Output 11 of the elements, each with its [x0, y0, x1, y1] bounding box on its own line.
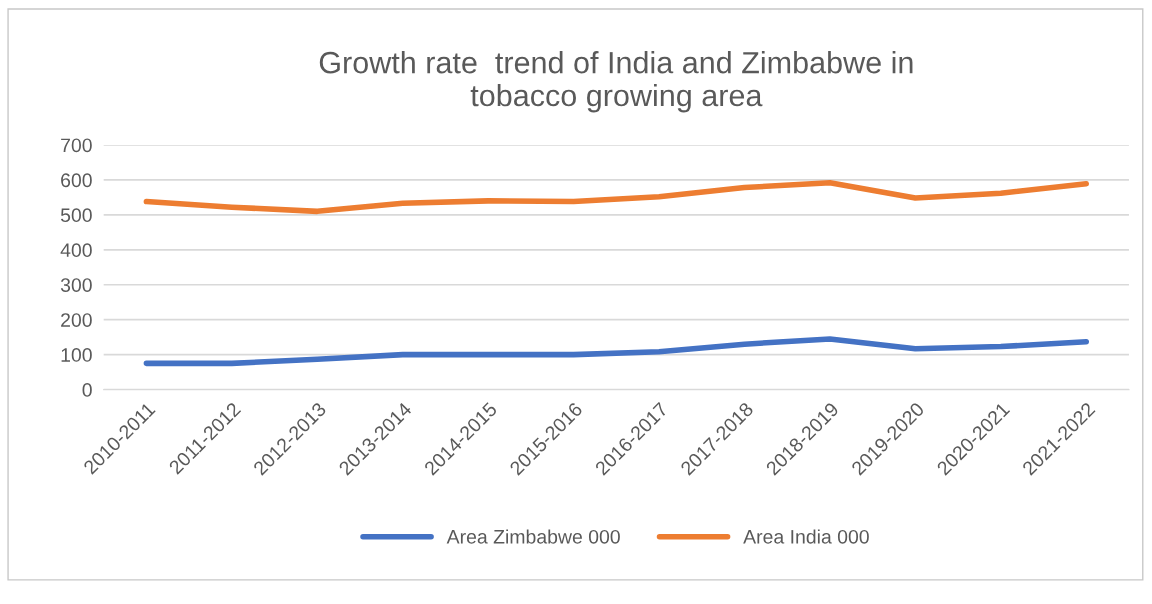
y-tick-label: 700	[61, 138, 92, 153]
y-tick-label: 400	[60, 243, 92, 258]
y-tick-label: 100	[61, 348, 92, 362]
y-tick-label: 600	[61, 173, 92, 188]
chart-title: Growth rate trend of India and Zimbabwe in tobacco growing area	[319, 51, 913, 113]
legend-label: Area Zimbabwe 000	[446, 529, 620, 544]
y-tick-label: 0	[82, 383, 92, 397]
legend-label: Area India 000	[743, 529, 869, 544]
y-tick-label: 500	[60, 208, 92, 223]
y-tick-label: 300	[60, 278, 92, 292]
y-tick-label: 200	[61, 313, 92, 327]
